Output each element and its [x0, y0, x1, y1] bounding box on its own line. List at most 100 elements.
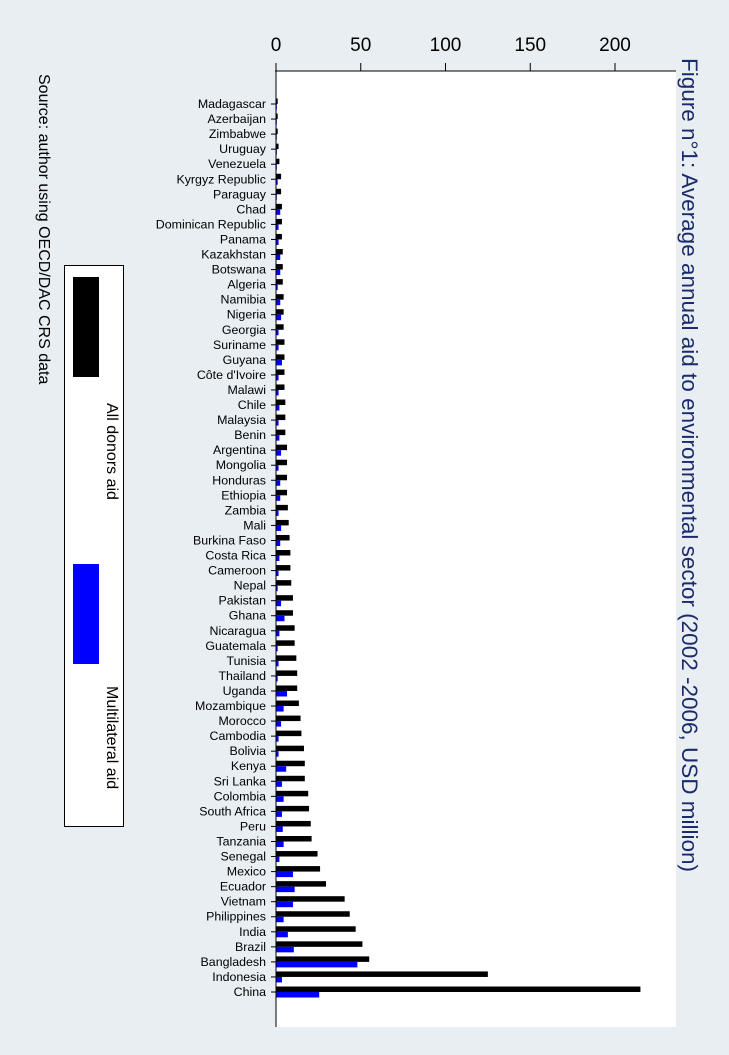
bar-all-donors-ghana	[276, 610, 293, 616]
plot-area	[276, 71, 676, 1027]
bar-all-donors-suriname	[276, 339, 285, 345]
bar-multilateral-malawi	[276, 389, 279, 396]
bar-all-donors-china	[276, 986, 641, 992]
bar-all-donors-azerbaijan	[276, 113, 278, 120]
bar-all-donors-mozambique	[276, 700, 299, 707]
bar-all-donors-senegal	[276, 851, 318, 857]
bar-multilateral-honduras	[276, 480, 281, 486]
bar-multilateral-mexico	[276, 871, 293, 878]
bar-all-donors-c-te-d-ivoire	[276, 369, 285, 375]
bar-all-donors-nicaragua	[276, 625, 295, 631]
bar-all-donors-honduras	[276, 474, 288, 481]
category-label-c-te-d-ivoire: Côte d'Ivoire	[197, 368, 266, 382]
bar-multilateral-senegal	[276, 856, 280, 863]
category-label-venezuela: Venezuela	[208, 157, 266, 171]
category-label-zambia: Zambia	[225, 503, 266, 517]
bar-all-donors-india	[276, 926, 356, 932]
category-label-brazil: Brazil	[235, 940, 266, 954]
category-label-uruguay: Uruguay	[219, 142, 267, 156]
legend-swatch-multilateral	[73, 564, 99, 664]
bar-multilateral-mongolia	[276, 465, 279, 471]
category-label-honduras: Honduras	[212, 473, 266, 487]
category-label-guatemala: Guatemala	[205, 639, 266, 653]
category-label-botswana: Botswana	[212, 263, 267, 277]
bar-all-donors-argentina	[276, 444, 288, 451]
category-label-dominican-republic: Dominican Republic	[156, 217, 266, 231]
category-label-kyrgyz-republic: Kyrgyz Republic	[176, 172, 266, 186]
bar-multilateral-china	[276, 992, 320, 998]
bar-all-donors-kazakhstan	[276, 249, 283, 255]
category-label-philippines: Philippines	[206, 910, 266, 924]
bar-all-donors-mexico	[276, 866, 321, 872]
category-label-argentina: Argentina	[213, 443, 266, 457]
bar-multilateral-suriname	[276, 344, 279, 351]
category-label-cameroon: Cameroon	[208, 564, 266, 578]
bar-all-donors-nigeria	[276, 309, 284, 315]
bar-multilateral-zambia	[276, 510, 279, 516]
bar-all-donors-philippines	[276, 911, 350, 917]
bar-multilateral-thailand	[276, 675, 278, 682]
bar-multilateral-bangladesh	[276, 961, 358, 968]
bar-multilateral-namibia	[276, 299, 281, 306]
bar-multilateral-ghana	[276, 615, 285, 622]
bar-multilateral-chile	[276, 405, 280, 411]
bar-multilateral-ecuador	[276, 886, 295, 893]
category-label-indonesia: Indonesia	[212, 970, 266, 984]
bar-multilateral-guyana	[276, 359, 282, 366]
bar-multilateral-pakistan	[276, 600, 282, 607]
bar-all-donors-kenya	[276, 760, 305, 767]
bar-all-donors-guyana	[276, 354, 285, 360]
category-label-costa-rica: Costa Rica	[205, 549, 266, 563]
value-tick-label-50: 50	[350, 35, 371, 56]
category-label-suriname: Suriname	[213, 338, 266, 352]
bar-all-donors-brazil	[276, 941, 363, 947]
bar-all-donors-chile	[276, 399, 286, 406]
bar-all-donors-uruguay	[276, 143, 279, 150]
category-label-uganda: Uganda	[223, 684, 267, 698]
category-label-chad: Chad	[236, 202, 266, 216]
bar-all-donors-venezuela	[276, 158, 280, 165]
category-label-thailand: Thailand	[218, 669, 266, 683]
category-label-mongolia: Mongolia	[216, 458, 266, 472]
bar-multilateral-uganda	[276, 690, 288, 697]
bar-multilateral-panama	[276, 239, 279, 245]
bar-all-donors-burkina-faso	[276, 534, 290, 541]
bar-all-donors-guatemala	[276, 640, 295, 646]
bar-all-donors-zambia	[276, 504, 288, 511]
bar-all-donors-malawi	[276, 384, 285, 390]
bar-multilateral-colombia	[276, 796, 284, 802]
category-label-georgia: Georgia	[222, 323, 266, 337]
category-label-nepal: Nepal	[234, 579, 266, 593]
bar-multilateral-argentina	[276, 450, 282, 456]
bar-all-donors-ecuador	[276, 881, 327, 887]
value-tick-label-150: 150	[514, 35, 546, 56]
bar-all-donors-morocco	[276, 715, 301, 722]
category-label-china: China	[234, 985, 266, 999]
bar-all-donors-thailand	[276, 670, 298, 676]
category-label-ghana: Ghana	[229, 609, 266, 623]
bar-all-donors-uganda	[276, 685, 298, 691]
category-label-chile: Chile	[238, 398, 266, 412]
bar-multilateral-vietnam	[276, 901, 293, 908]
category-label-bolivia: Bolivia	[229, 744, 266, 758]
bar-all-donors-cameroon	[276, 565, 291, 571]
bar-all-donors-peru	[276, 820, 311, 827]
category-label-zimbabwe: Zimbabwe	[209, 127, 266, 141]
bar-multilateral-ethiopia	[276, 495, 281, 501]
bar-all-donors-botswana	[276, 264, 283, 270]
bar-multilateral-chad	[276, 209, 281, 215]
bar-all-donors-costa-rica	[276, 550, 291, 556]
category-label-burkina-faso: Burkina Faso	[193, 533, 266, 547]
bar-all-donors-kyrgyz-republic	[276, 173, 282, 180]
bar-multilateral-nicaragua	[276, 630, 280, 637]
category-label-sri-lanka: Sri Lanka	[214, 774, 266, 788]
bar-all-donors-zimbabwe	[276, 128, 278, 135]
bar-multilateral-costa-rica	[276, 555, 280, 562]
category-label-south-africa: South Africa	[199, 804, 266, 818]
category-label-benin: Benin	[234, 428, 266, 442]
bar-multilateral-cameroon	[276, 570, 279, 577]
bar-multilateral-benin	[276, 435, 280, 441]
bar-all-donors-indonesia	[276, 971, 488, 977]
category-label-kazakhstan: Kazakhstan	[201, 248, 266, 262]
